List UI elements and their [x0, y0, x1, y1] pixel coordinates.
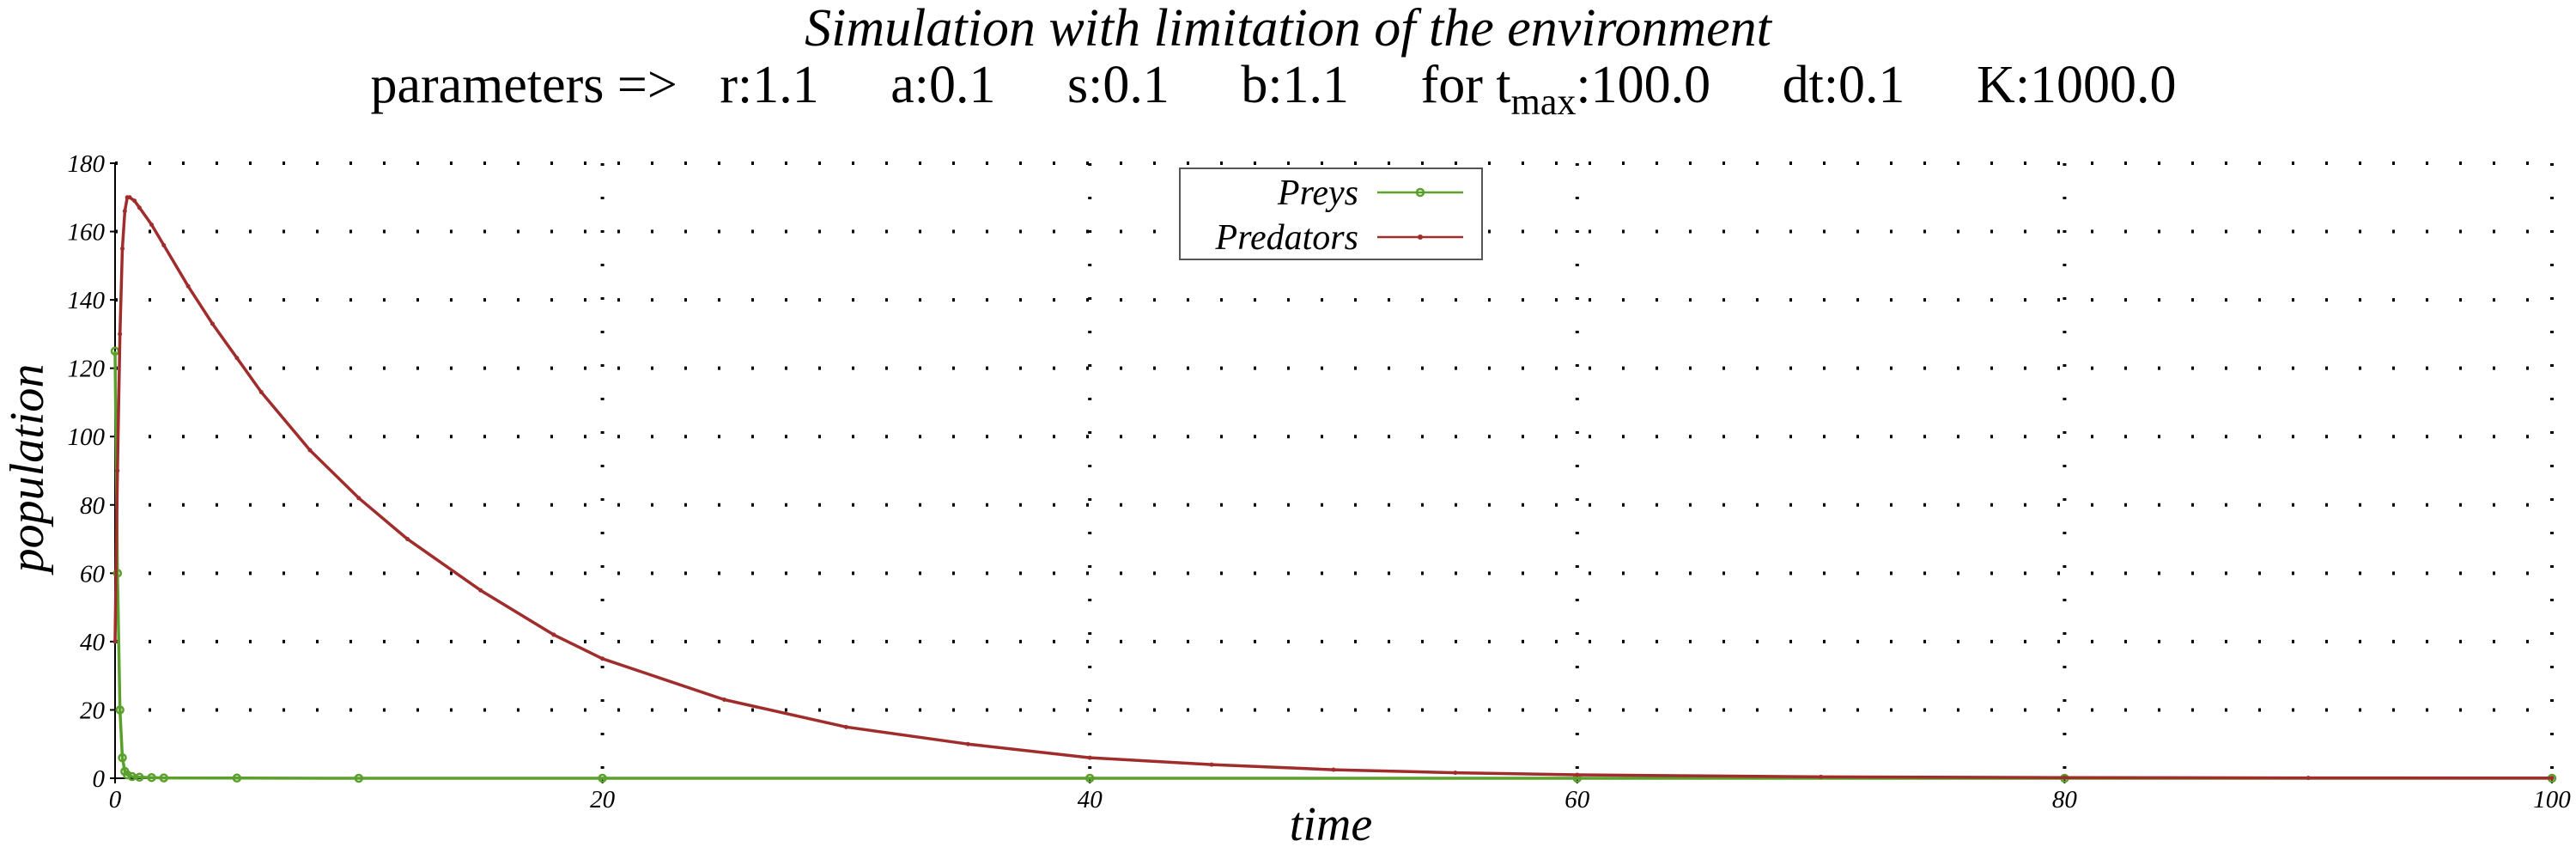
data-point-predators	[1819, 774, 1824, 779]
data-point-predators	[965, 741, 970, 746]
param-a: a:0.1	[890, 56, 996, 114]
param-dt: dt:0.1	[1782, 56, 1905, 114]
param-r: r:1.1	[720, 56, 819, 114]
y-tick-label-40: 40	[80, 629, 106, 656]
legend-label-preys: Preys	[1277, 174, 1358, 213]
data-point-predators	[234, 356, 240, 361]
data-point-predators	[112, 639, 118, 644]
x-tick-label-60: 60	[1564, 786, 1590, 813]
y-tick-label-20: 20	[80, 697, 106, 724]
data-point-predators	[405, 537, 410, 542]
data-point-preys	[1084, 773, 1095, 783]
data-point-predators	[210, 321, 216, 326]
data-point-predators	[478, 588, 483, 593]
data-point-predators	[356, 496, 361, 501]
data-point-predators	[2062, 775, 2067, 780]
series-line-predators	[113, 196, 2553, 780]
x-tick-label-40: 40	[1078, 786, 1103, 813]
legend-box	[1179, 168, 1483, 260]
y-tick-label-160: 160	[68, 219, 106, 247]
x-tick-label-100: 100	[2533, 786, 2571, 813]
y-axis-title: population	[1, 364, 54, 576]
y-tick-label-180: 180	[68, 150, 106, 178]
y-tick-label-140: 140	[68, 287, 106, 314]
y-tick-labels: 0 20 40 60 80 100 120 140 160 180	[68, 150, 106, 793]
x-axis-title: time	[1290, 798, 1372, 851]
legend: Preys Predators	[1179, 168, 1483, 260]
y-tick-label-100: 100	[68, 423, 106, 451]
y-tick-label-60: 60	[80, 560, 106, 588]
data-point-predators	[122, 209, 127, 214]
param-tmax-value: :100.0	[1576, 56, 1711, 114]
y-tick-label-0: 0	[93, 765, 106, 793]
data-point-predators	[149, 222, 155, 228]
x-tick-label-0: 0	[109, 786, 122, 813]
data-point-predators	[258, 390, 264, 395]
data-point-preys	[159, 773, 169, 783]
data-point-predators	[185, 283, 191, 289]
series-lines	[110, 195, 2557, 783]
data-point-predators	[2549, 776, 2555, 781]
legend-label-predators: Predators	[1215, 218, 1358, 258]
data-point-predators	[118, 332, 123, 337]
data-point-predators	[137, 205, 142, 210]
data-point-preys	[115, 705, 125, 715]
data-point-predators	[2306, 776, 2311, 781]
data-point-preys	[135, 772, 144, 783]
y-tick-label-80: 80	[80, 492, 106, 520]
data-point-predators	[722, 698, 726, 703]
data-point-preys	[122, 770, 132, 780]
data-point-predators	[843, 724, 848, 729]
param-k: K:1000.0	[1977, 56, 2177, 114]
data-point-preys	[598, 773, 607, 783]
x-tick-labels: 0 20 40 60 80 100	[109, 786, 2572, 813]
data-point-predators	[1331, 767, 1336, 772]
y-tick-label-120: 120	[68, 356, 106, 383]
param-s: s:0.1	[1066, 56, 1170, 114]
legend-marker-preys	[1415, 187, 1425, 198]
data-point-predators	[1453, 771, 1458, 776]
data-point-preys	[118, 752, 127, 763]
data-point-predators	[307, 448, 313, 453]
param-tmax-label: for t	[1420, 56, 1511, 114]
x-tick-label-80: 80	[2052, 786, 2078, 813]
param-tmax-sub: max	[1510, 81, 1577, 123]
data-point-predators	[1575, 772, 1580, 777]
chart-subtitle: parameters => r:1.1 a:0.1 s:0.1 b:1.1 fo…	[0, 55, 2576, 124]
data-point-predators	[127, 195, 132, 200]
data-point-predators	[600, 656, 605, 661]
data-point-preys	[232, 773, 242, 783]
data-point-predators	[161, 242, 167, 247]
legend-marker-predators	[1418, 235, 1423, 240]
param-tmax: for tmax:100.0	[1420, 56, 1711, 123]
param-b: b:1.1	[1241, 56, 1350, 114]
data-point-predators	[115, 468, 120, 473]
chart-title: Simulation with limitation of the enviro…	[805, 0, 1771, 58]
data-point-predators	[120, 246, 125, 251]
data-point-predators	[1087, 755, 1092, 760]
data-point-predators	[551, 632, 556, 637]
grid-lines	[115, 161, 2554, 778]
data-point-predators	[132, 198, 137, 204]
data-point-preys	[354, 773, 364, 783]
series-line-preys	[113, 350, 2552, 780]
data-point-preys	[147, 772, 156, 783]
x-tick-label-20: 20	[590, 786, 616, 813]
parameters-prefix: parameters =>	[370, 56, 677, 114]
data-point-predators	[1209, 762, 1214, 767]
